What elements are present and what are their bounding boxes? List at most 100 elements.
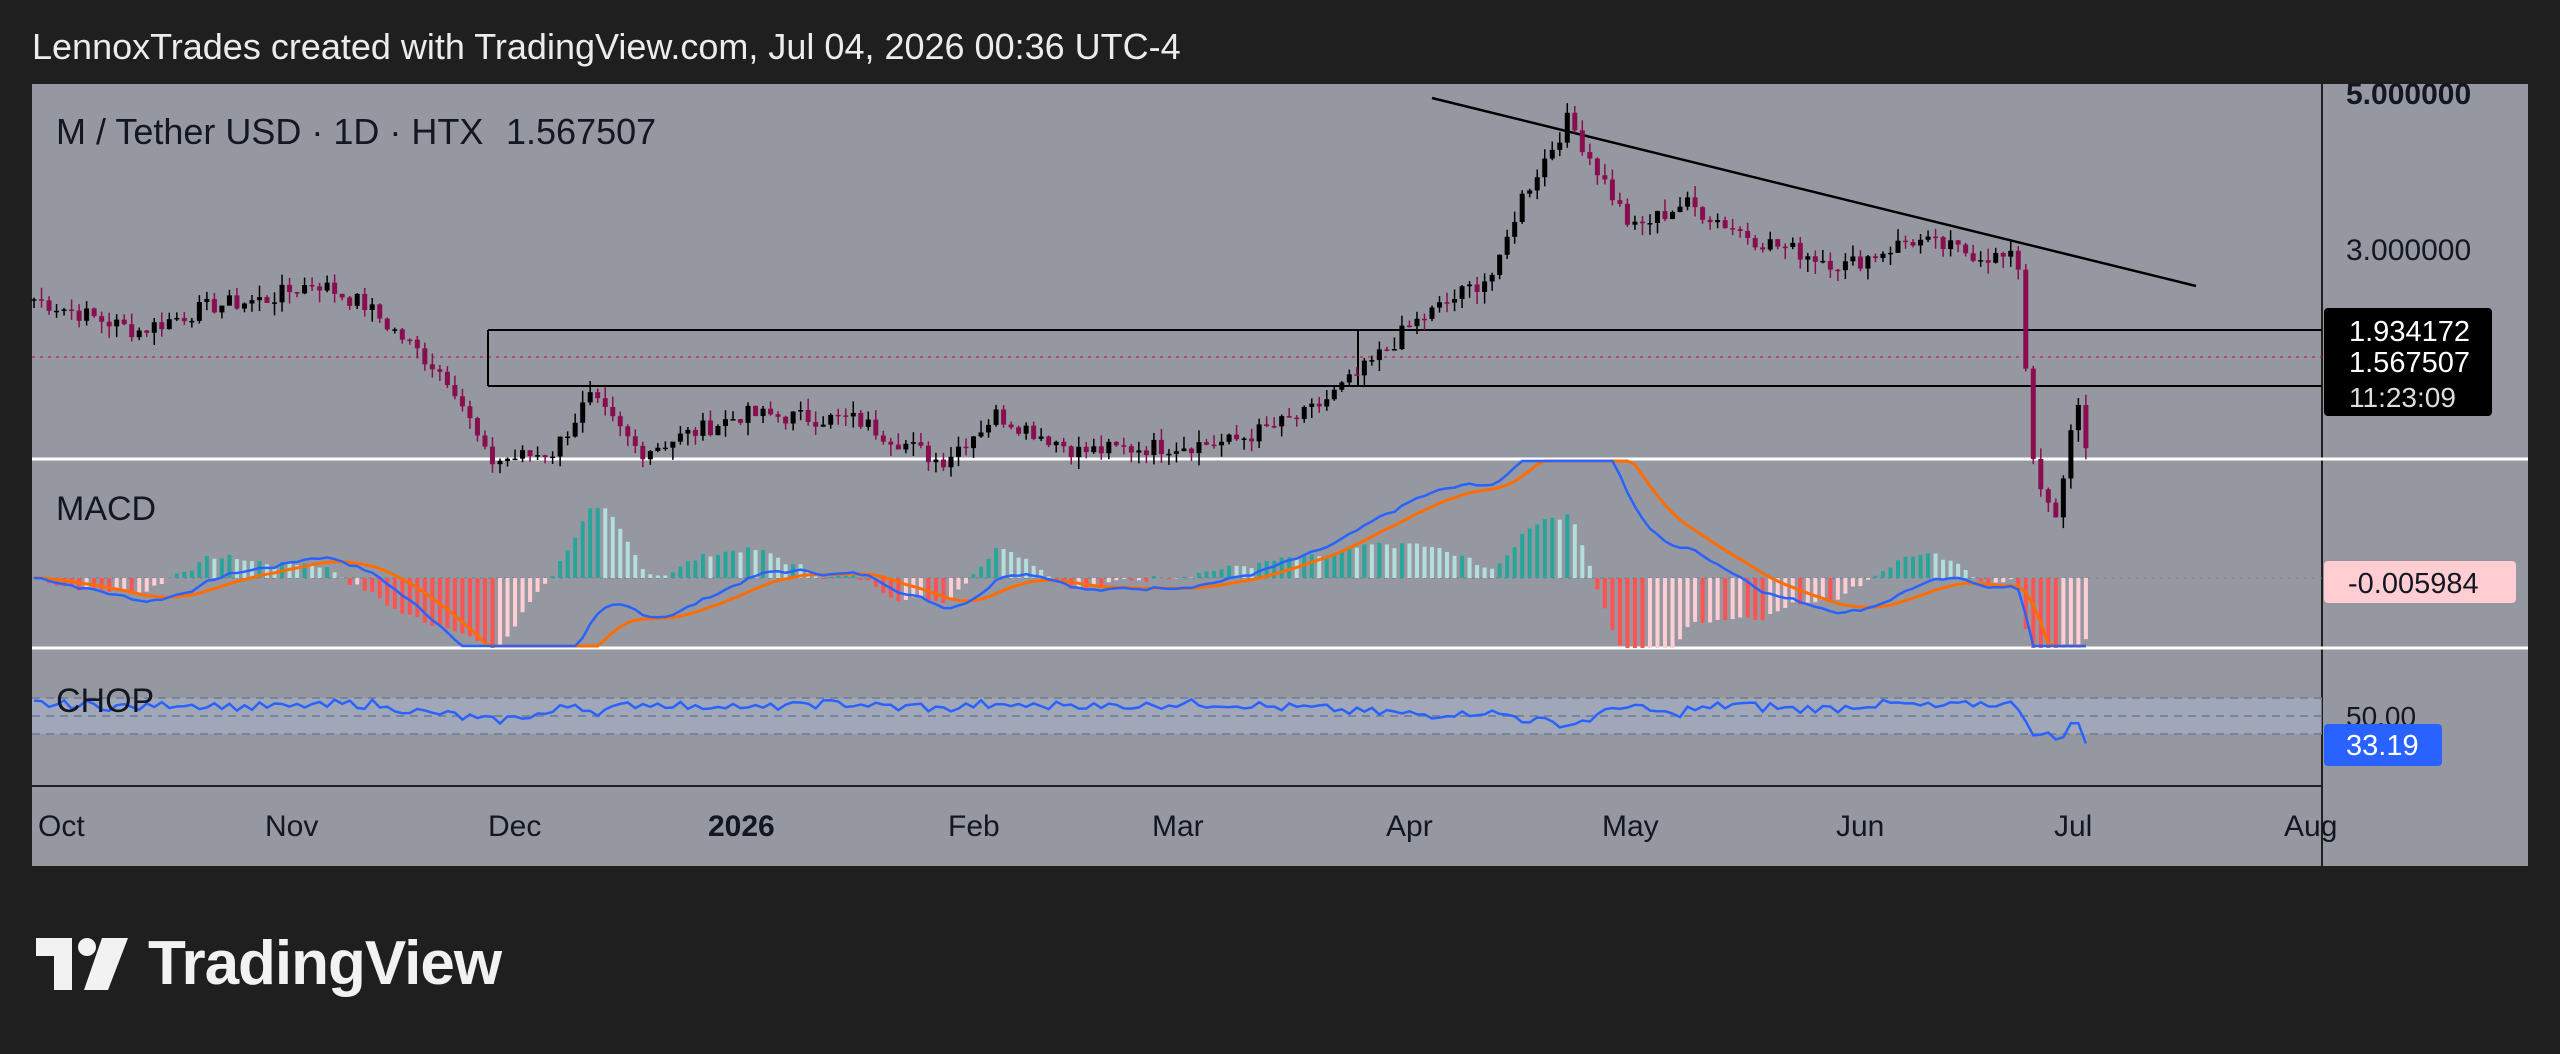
macd-histogram-bar (1520, 533, 1525, 578)
macd-histogram-bar (377, 578, 382, 599)
candle-body (617, 416, 623, 427)
candle-body (241, 303, 247, 309)
candle-body (865, 419, 871, 427)
macd-histogram-bar (1663, 578, 1667, 648)
candle-body (61, 309, 67, 311)
macd-histogram-bar (821, 578, 826, 580)
candle-body (670, 441, 676, 448)
candle-body (1166, 453, 1172, 456)
candle-body (625, 426, 631, 437)
candle-body (971, 436, 977, 449)
macd-histogram-bar (1106, 578, 1111, 583)
macd-histogram-bar (1963, 569, 1968, 578)
macd-histogram-bar (1197, 573, 1201, 578)
candle-body (955, 446, 961, 457)
macd-histogram-bar (1317, 556, 1322, 578)
candle-body (1076, 446, 1082, 458)
candle-body (933, 459, 939, 463)
candle-body (768, 408, 774, 415)
candle-body (211, 298, 217, 313)
macd-histogram-bar (1708, 578, 1713, 623)
chart-panel-background (32, 84, 2528, 866)
candle-body (1790, 242, 1796, 248)
macd-histogram-bar (2046, 578, 2051, 648)
candle-body (1662, 211, 1668, 220)
macd-histogram-bar (310, 564, 315, 578)
macd-histogram-bar (731, 550, 735, 578)
candle-body (1173, 451, 1179, 454)
candle-body (1384, 349, 1390, 351)
candle-body (1700, 207, 1706, 220)
macd-histogram-bar (1835, 578, 1840, 600)
candle-body (1812, 256, 1818, 262)
macd-histogram-bar (362, 578, 367, 591)
candle-body (302, 285, 308, 294)
macd-histogram-bar (783, 564, 788, 578)
macd-histogram-bar (1347, 547, 1352, 578)
candle-body (1654, 211, 1660, 224)
candle-body (482, 435, 488, 447)
candle-body (1722, 220, 1728, 229)
time-tick-mar: Mar (1152, 810, 1204, 843)
macd-histogram-bar (625, 541, 630, 578)
macd-histogram-bar (2038, 578, 2043, 648)
macd-histogram-bar (2061, 578, 2066, 648)
macd-histogram-bar (1024, 558, 1029, 578)
macd-histogram-bar (588, 508, 593, 578)
chop-value-background (2324, 724, 2442, 766)
box-top-price-label: 1.934172 (2349, 316, 2470, 348)
candle-body (1978, 260, 1984, 262)
macd-histogram-bar (370, 578, 375, 593)
candle-body (151, 322, 157, 333)
chart-canvas[interactable]: M / Tether USD · 1D · HTX 1.567507 MACD … (0, 0, 2560, 900)
candle-body (1444, 302, 1450, 304)
candle-body (760, 408, 766, 417)
macd-histogram-bar (212, 558, 217, 578)
macd-histogram-bar (325, 567, 330, 578)
candle-body (1489, 274, 1495, 282)
candle-body (858, 412, 864, 427)
candle-body (640, 445, 646, 460)
macd-histogram-bar (159, 578, 164, 584)
candle-body (1564, 112, 1570, 143)
candle-body (422, 348, 428, 365)
tradingview-logo[interactable]: TradingView (36, 928, 502, 999)
candle-body (910, 442, 916, 444)
candle-body (1767, 239, 1773, 250)
macd-histogram-bar (1941, 559, 1946, 578)
candle-body (978, 432, 984, 437)
macd-histogram-bar (2083, 578, 2088, 640)
candle-body (610, 406, 616, 417)
candle-body (1429, 307, 1435, 319)
candle-body (753, 405, 759, 417)
macd-histogram-bar (1550, 517, 1555, 578)
candle-body (1857, 256, 1863, 269)
candle-body (813, 421, 819, 427)
macd-line (33, 459, 2086, 648)
candle-body (136, 330, 142, 338)
candle-body (347, 297, 353, 306)
macd-histogram-bar (670, 572, 675, 578)
macd-histogram-bar (1775, 578, 1780, 612)
macd-histogram-bar (1437, 548, 1442, 578)
candle-body (662, 447, 668, 450)
candle-body (2083, 404, 2089, 449)
candle-body (843, 415, 849, 417)
candle-body (189, 320, 195, 323)
candle-body (392, 329, 398, 331)
candle-body (505, 458, 511, 461)
candle-body (1572, 112, 1578, 131)
candle-body (324, 282, 330, 291)
candle-body (1512, 221, 1518, 237)
bar-countdown-label: 11:23:09 (2349, 382, 2456, 413)
macd-histogram-bar (1557, 519, 1562, 578)
macd-histogram-bar (655, 575, 660, 578)
macd-histogram-bar (144, 578, 149, 592)
descending-trendline (1431, 96, 2197, 288)
macd-histogram-bar (505, 578, 510, 637)
candle-body (1639, 221, 1645, 224)
macd-histogram-bar (1978, 578, 1983, 582)
candle-body (1842, 261, 1848, 271)
candle-body (99, 316, 105, 322)
candle-body (1632, 221, 1638, 225)
